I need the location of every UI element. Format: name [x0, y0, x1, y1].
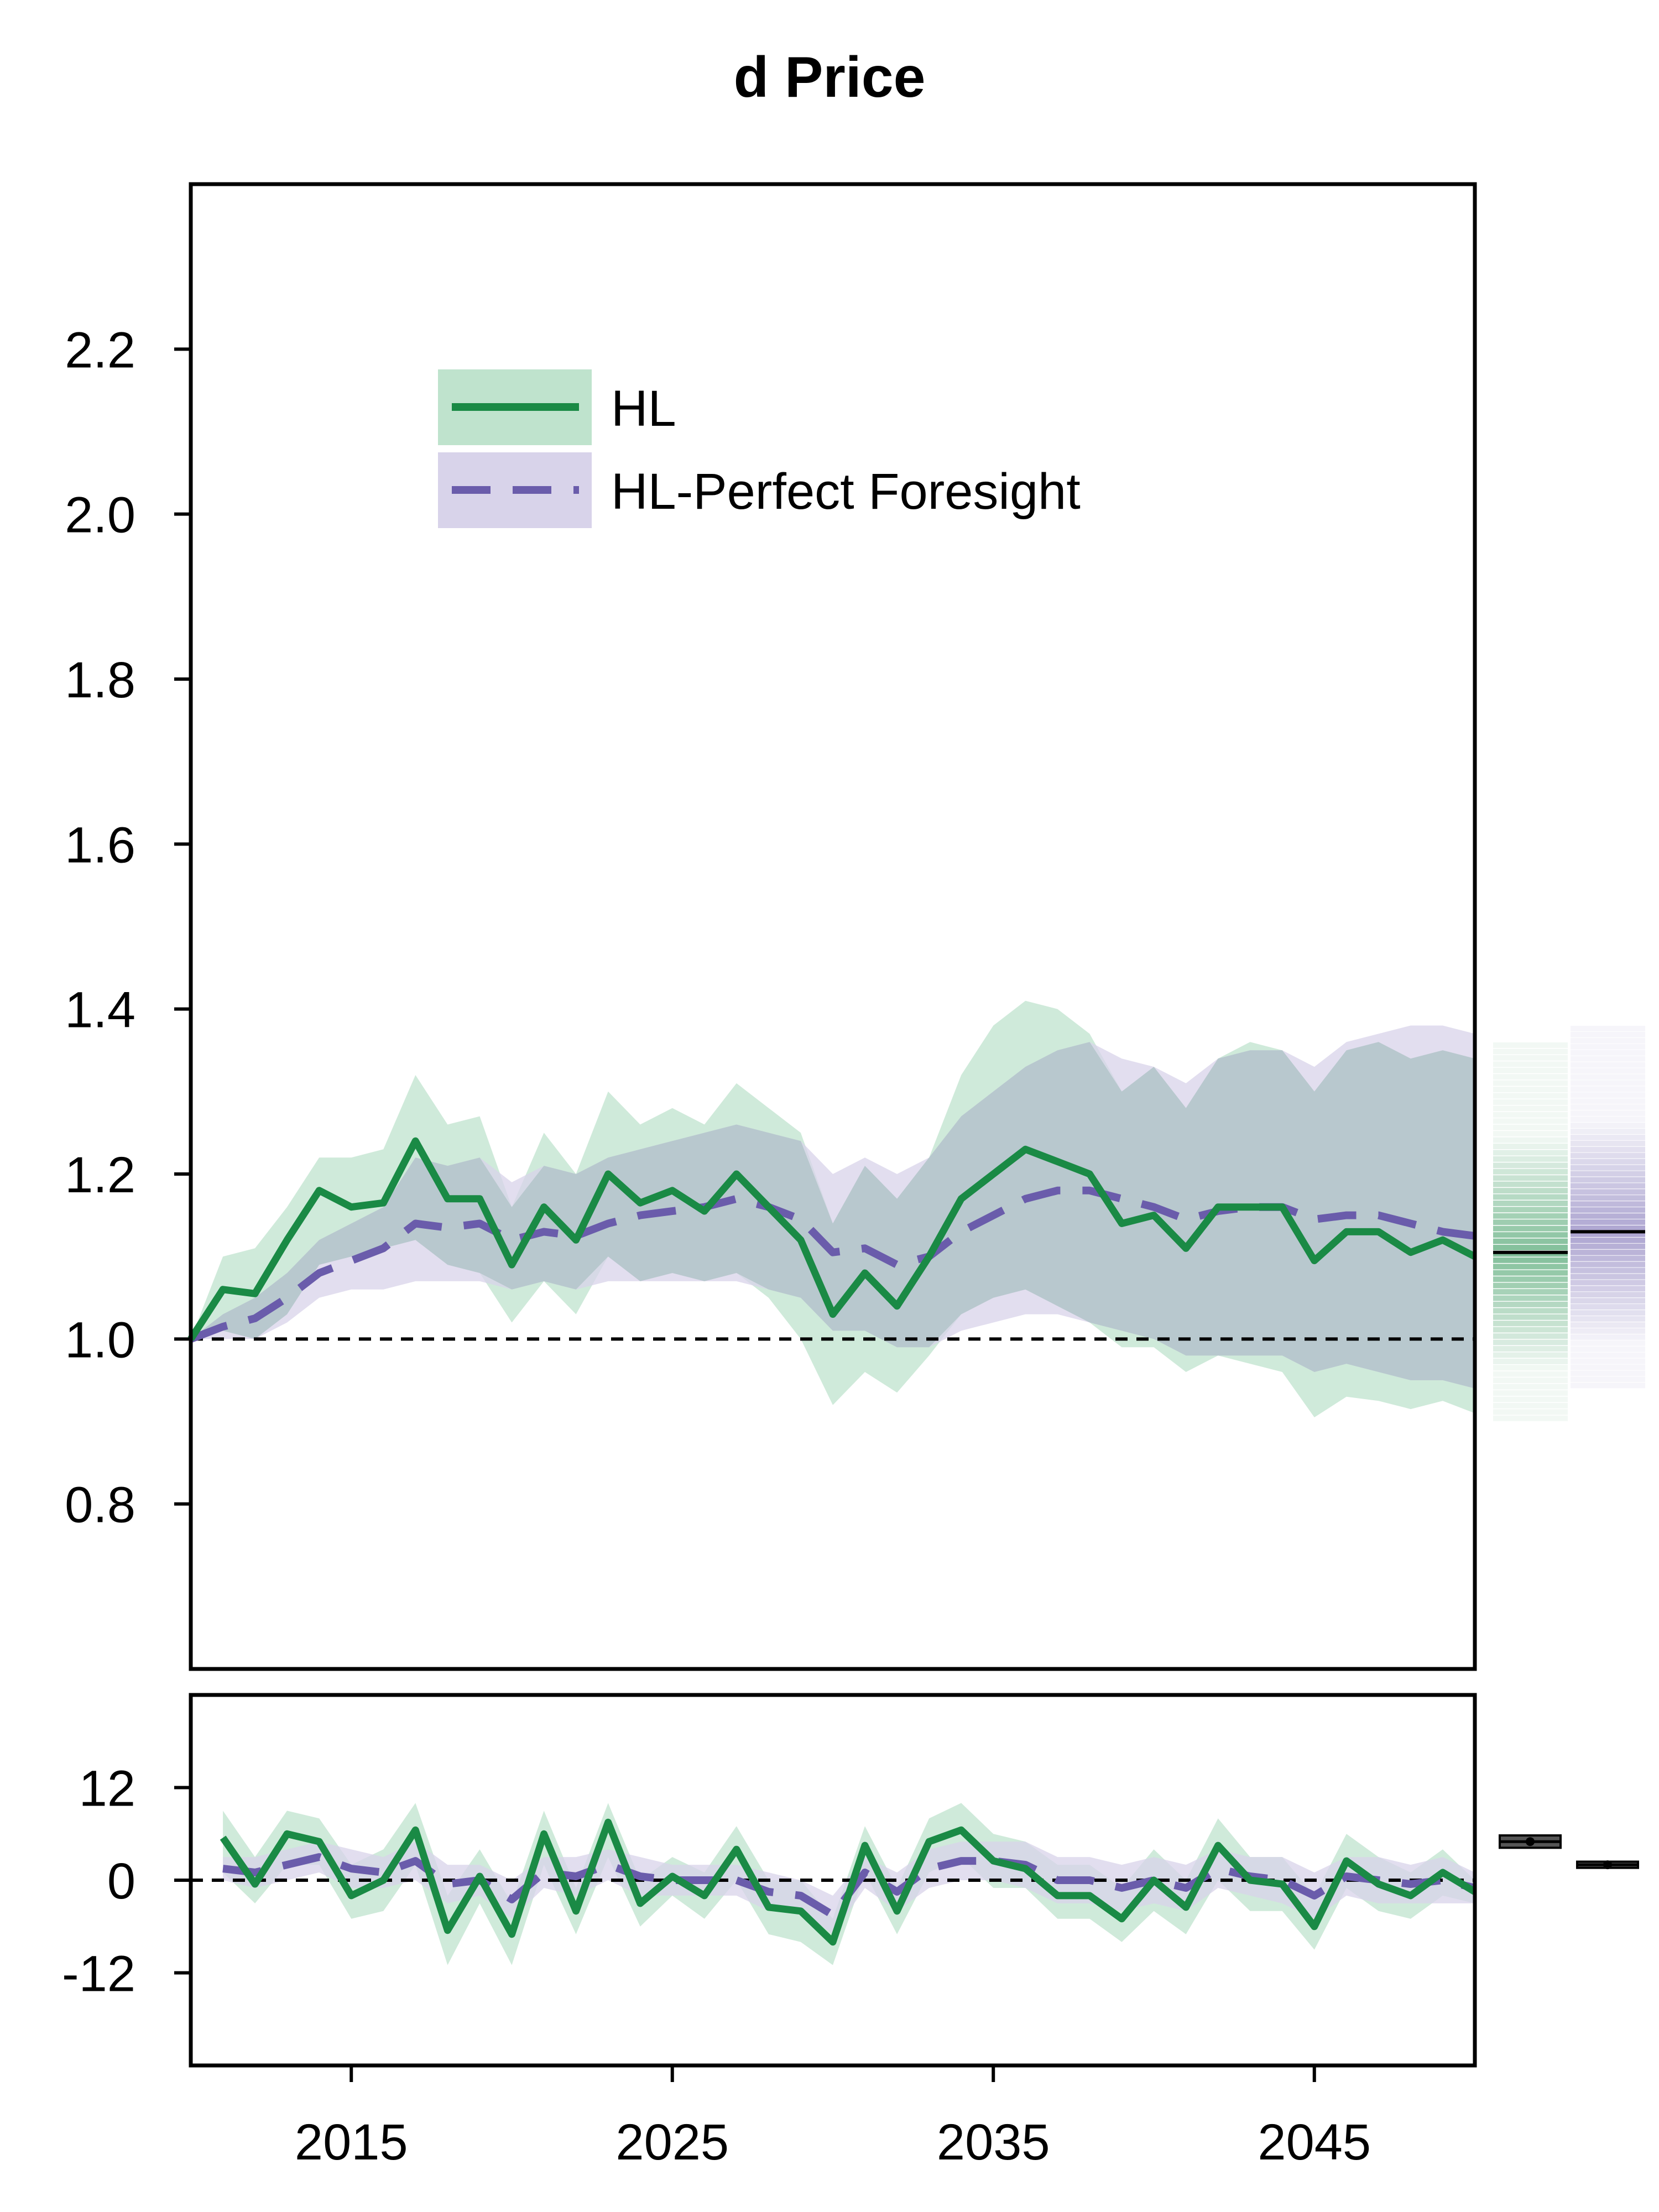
y-tick-label: 2.2: [65, 322, 135, 378]
side-box-point: [1603, 1860, 1612, 1870]
top-y-ticks: 0.8 1.0 1.2 1.4 1.6 1.8 2.0 2.2: [65, 322, 191, 1533]
bottom-x-ticks: 2015 2025 2035 2045: [295, 2065, 1371, 2171]
top-bands: [191, 1000, 1475, 1417]
y-tick-label: -12: [62, 1946, 135, 2002]
y-tick-label: 1.4: [65, 982, 135, 1039]
y-tick-label: 2.0: [65, 487, 135, 544]
top-panel: 0.8 1.0 1.2 1.4 1.6 1.8 2.0 2.2: [65, 182, 1477, 1671]
side-boxes: [1499, 1834, 1639, 1870]
chart-title: d Price: [734, 45, 926, 109]
y-tick-label: 1.8: [65, 652, 135, 708]
series-line-hl: [187, 1137, 1477, 1341]
top-lines: [187, 1137, 1477, 1343]
bottom-y-ticks: 12 0 -12: [62, 1761, 191, 2002]
y-tick-label: 0.8: [65, 1477, 135, 1533]
side-box-point: [1526, 1837, 1535, 1846]
side-distributions: [1493, 1025, 1645, 1421]
y-tick-label: 0: [107, 1853, 135, 1910]
legend-pf-label: HL-Perfect Foresight: [611, 463, 1081, 520]
y-tick-label: 1.2: [65, 1147, 135, 1203]
y-tick-label: 1.6: [65, 817, 135, 873]
x-tick-label: 2045: [1258, 2114, 1371, 2171]
band-overlap: [191, 1042, 1475, 1389]
x-tick-label: 2015: [295, 2114, 408, 2171]
bottom-panel: 12 0 -12 2015 2025 2035 2045: [62, 1693, 1477, 2171]
legend: HL HL-Perfect Foresight: [438, 369, 1081, 528]
bottom-lines: [191, 1818, 1477, 1946]
x-tick-label: 2025: [615, 2114, 729, 2171]
legend-hl-label: HL: [611, 380, 676, 437]
y-tick-label: 1.0: [65, 1312, 135, 1368]
series-line-hl-bottom: [220, 1818, 1477, 1946]
y-tick-label: 12: [79, 1761, 135, 1817]
x-tick-label: 2035: [937, 2114, 1050, 2171]
top-plot-frame: [189, 182, 1477, 1671]
